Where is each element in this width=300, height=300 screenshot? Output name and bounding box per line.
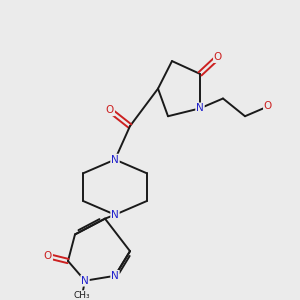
Text: O: O [44, 251, 52, 261]
Text: N: N [111, 271, 119, 281]
Text: O: O [214, 52, 222, 62]
Text: CH₃: CH₃ [74, 291, 90, 300]
Text: O: O [106, 105, 114, 115]
Text: N: N [111, 154, 119, 165]
Text: N: N [81, 276, 89, 286]
Text: O: O [264, 101, 272, 111]
Text: N: N [111, 210, 119, 220]
Text: N: N [196, 103, 204, 113]
